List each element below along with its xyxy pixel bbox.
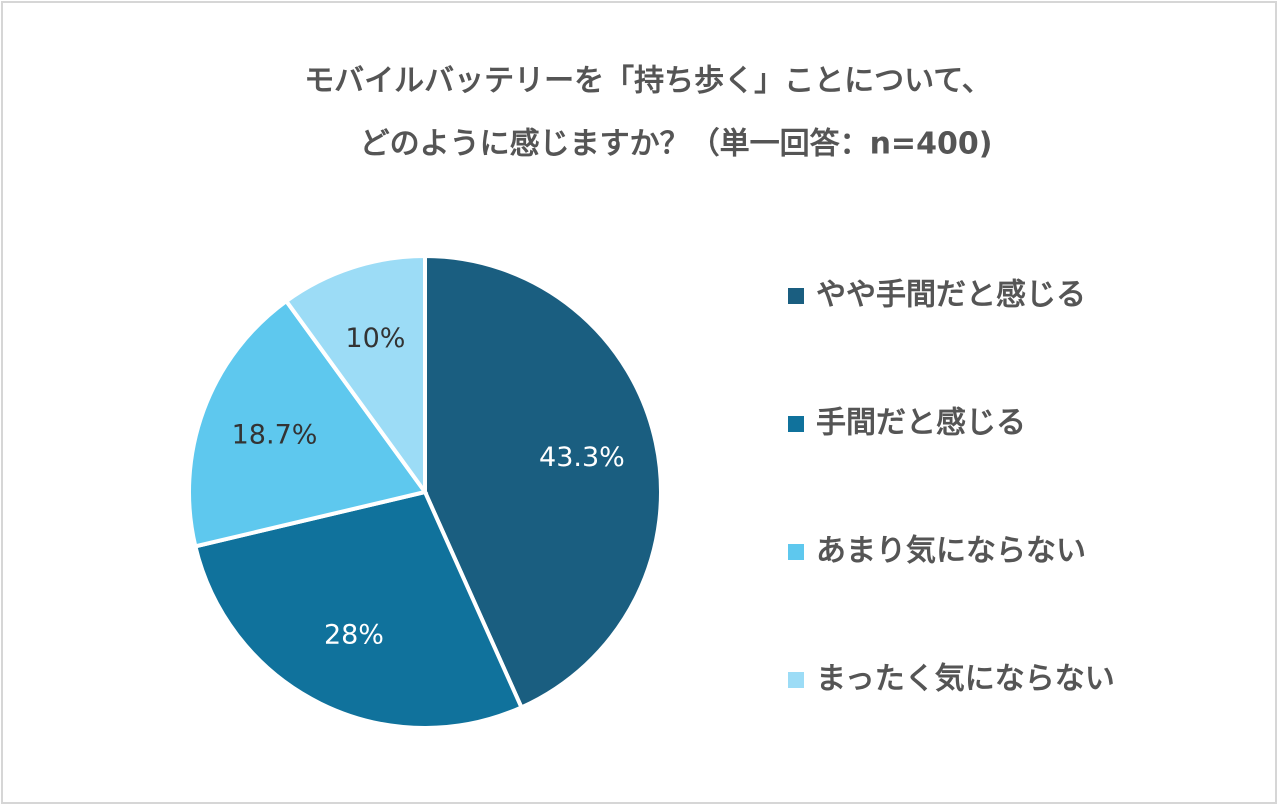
pie-slice — [423, 253, 663, 711]
legend-label: やや手間だと感じる — [816, 278, 1086, 313]
legend-swatch — [788, 416, 804, 432]
value-label: 28% — [324, 619, 384, 650]
value-label: 10% — [345, 323, 405, 354]
legend-swatch — [788, 288, 804, 304]
legend-label: まったく気にならない — [816, 662, 1115, 697]
legend-label: あまり気にならない — [816, 534, 1086, 569]
value-label: 18.7% — [232, 420, 318, 451]
legend-swatch — [788, 544, 804, 560]
value-label: 43.3% — [539, 442, 625, 473]
pie-slice — [192, 489, 525, 730]
legend-swatch — [788, 672, 804, 688]
legend-label: 手間だと感じる — [816, 406, 1026, 441]
chart-title: モバイルバッテリーを「持ち歩く」ことについて、 — [304, 64, 992, 99]
pie-slice — [187, 298, 429, 549]
chart-title: どのように感じますか？（単一回答：n=400) — [360, 127, 993, 162]
pie-slice — [283, 253, 427, 499]
